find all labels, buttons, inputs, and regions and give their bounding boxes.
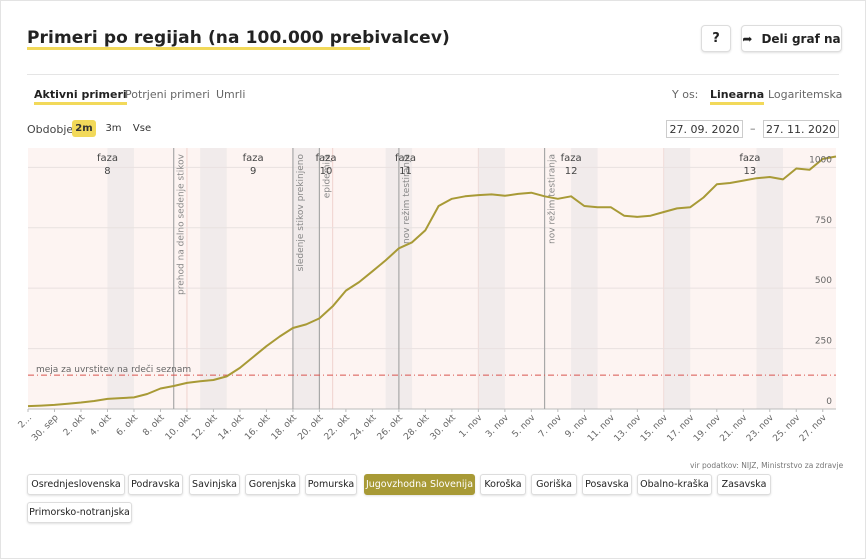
- share-arrow-icon: ➦: [742, 31, 753, 46]
- x-tick-label: 5. nov: [511, 413, 538, 440]
- region-button[interactable]: Primorsko-notranjska: [27, 502, 132, 523]
- x-tick-label: 14. okt: [217, 413, 247, 443]
- region-button[interactable]: Osrednjeslovenska: [27, 474, 125, 495]
- x-tick-label: 22. okt: [323, 413, 353, 443]
- phase-label: faza: [739, 153, 760, 164]
- weekend-band: [756, 148, 784, 409]
- phase-number: 12: [565, 166, 578, 177]
- x-tick-label: 21. nov: [718, 413, 749, 444]
- x-tick-label: 28. okt: [402, 413, 432, 443]
- event-label: epidemija: [322, 154, 332, 198]
- phase-number: 9: [250, 166, 256, 177]
- event-label: nov režim testiranja: [402, 154, 412, 244]
- data-source: vir podatkov: NIJZ, Ministrstvo za zdrav…: [690, 461, 844, 470]
- x-tick-label: 13. nov: [613, 413, 644, 444]
- x-tick-label: 12. okt: [190, 413, 220, 443]
- plot-background: [28, 148, 836, 409]
- period-all-button[interactable]: Vse: [132, 123, 152, 134]
- event-label: prehod na delno sedenje stikov: [177, 153, 187, 295]
- share-button[interactable]: ➦ Deli graf na: [741, 25, 842, 52]
- period-3m-button[interactable]: 3m: [105, 123, 122, 134]
- x-tick-label: 3. nov: [484, 413, 511, 440]
- y-tick-label: 0: [826, 397, 832, 407]
- phase-number: 10: [320, 166, 333, 177]
- period-label: Obdobje: [27, 123, 74, 136]
- x-tick-label: 30. okt: [429, 413, 459, 443]
- region-button[interactable]: Gorenjska: [245, 474, 300, 495]
- phase-label: faza: [243, 153, 264, 164]
- weekend-band: [292, 148, 320, 409]
- phase-label: faza: [561, 153, 582, 164]
- weekend-band: [571, 148, 598, 409]
- x-tick-label: 24. okt: [349, 413, 379, 443]
- x-tick-label: 23. nov: [745, 413, 776, 444]
- y-tick-label: 500: [815, 276, 832, 286]
- region-button[interactable]: Jugovzhodna Slovenija: [364, 474, 475, 495]
- weekend-band: [200, 148, 227, 409]
- phase-label: faza: [395, 153, 416, 164]
- event-label: nov režim testiranja: [548, 154, 558, 244]
- x-tick-label: 19. nov: [692, 413, 723, 444]
- page-title: Primeri po regijah (na 100.000 prebivalc…: [27, 28, 450, 48]
- y-tick-label: 750: [815, 216, 832, 226]
- region-button[interactable]: Koroška: [480, 474, 526, 495]
- line-chart: prehod na delno sedenje stikov sledenje s…: [17, 148, 837, 444]
- phase-number: 8: [104, 166, 110, 177]
- date-from-input[interactable]: 27. 09. 2020: [666, 120, 743, 138]
- weekend-band: [107, 148, 134, 409]
- region-button[interactable]: Posavska: [582, 474, 632, 495]
- x-tick-label: 10. okt: [164, 413, 194, 443]
- title-underline: [27, 47, 370, 50]
- x-tick-label: 4. okt: [88, 413, 114, 439]
- region-button[interactable]: Zasavska: [717, 474, 771, 495]
- period-2m-button[interactable]: 2m: [72, 120, 96, 137]
- date-separator: –: [750, 122, 756, 135]
- help-button[interactable]: ?: [701, 25, 731, 52]
- y-tick-label: 1000: [809, 155, 832, 165]
- event-label: sledenje stikov prekinjeno: [296, 154, 306, 272]
- x-tick-label: 11. nov: [586, 413, 617, 444]
- y-axis-label: Y os:: [672, 88, 699, 101]
- x-tick-label: 15. nov: [639, 413, 670, 444]
- x-tick-label: 18. okt: [270, 413, 300, 443]
- weekend-band: [663, 148, 691, 409]
- share-button-label: Deli graf na: [761, 31, 841, 46]
- region-button[interactable]: Podravska: [128, 474, 183, 495]
- y-axis-linear-option[interactable]: Linearna: [710, 88, 765, 105]
- x-tick-label: 6. okt: [115, 413, 141, 439]
- x-tick-label: 26. okt: [376, 413, 406, 443]
- x-tick-label: 8. okt: [141, 413, 167, 439]
- tab-confirmed-cases[interactable]: Potrjeni primeri: [125, 88, 210, 101]
- phase-label: faza: [316, 153, 337, 164]
- region-button[interactable]: Obalno-kraška: [637, 474, 712, 495]
- series-line: [27, 155, 837, 408]
- weekend-band: [478, 148, 505, 409]
- x-tick-label: 2. okt: [62, 413, 88, 439]
- phase-label: faza: [97, 153, 118, 164]
- x-tick-label: 17. nov: [666, 413, 697, 444]
- x-tick-label: 16. okt: [243, 413, 273, 443]
- x-tick-label: 1. nov: [458, 413, 485, 440]
- tab-deaths[interactable]: Umrli: [216, 88, 246, 101]
- region-button[interactable]: Savinjska: [189, 474, 240, 495]
- tab-active-cases[interactable]: Aktivni primeri: [34, 88, 127, 105]
- threshold-label: meja za uvrstitev na rdeči seznam: [36, 364, 191, 375]
- x-tick-label: 2…: [17, 413, 34, 430]
- x-tick-label: 30. sep: [30, 413, 61, 444]
- x-tick-label: 27. nov: [798, 413, 829, 444]
- phase-number: 11: [399, 166, 412, 177]
- header-divider: [27, 74, 839, 75]
- x-tick-label: 20. okt: [296, 413, 326, 443]
- region-button[interactable]: Goriška: [531, 474, 577, 495]
- date-to-input[interactable]: 27. 11. 2020: [763, 120, 839, 138]
- y-tick-label: 250: [815, 337, 832, 347]
- y-axis-log-option[interactable]: Logaritemska: [768, 88, 843, 101]
- x-tick-label: 7. nov: [537, 413, 564, 440]
- x-tick-label: 25. nov: [771, 413, 802, 444]
- region-button[interactable]: Pomurska: [305, 474, 357, 495]
- phase-number: 13: [744, 166, 757, 177]
